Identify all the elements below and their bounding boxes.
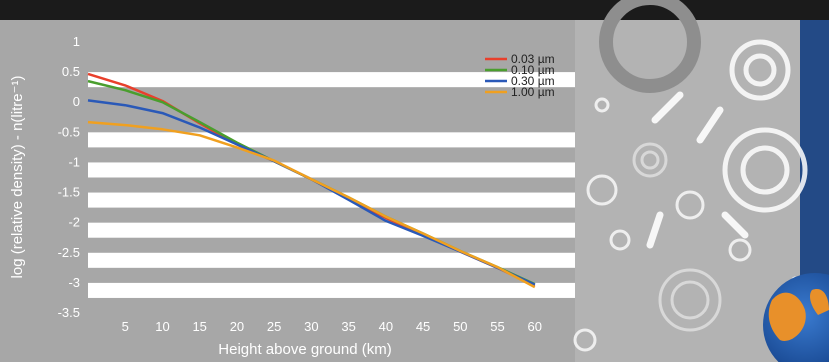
x-tick-label: 50 [453, 319, 467, 334]
y-tick-label: -3.5 [58, 305, 80, 320]
series-line [87, 120, 536, 289]
y-axis-label: log (relative density) - n(litre⁻¹) [9, 76, 26, 279]
x-tick-label: 40 [379, 319, 393, 334]
x-tick-label: 20 [230, 319, 244, 334]
x-tick-label: 5 [122, 319, 129, 334]
x-tick-label: 55 [490, 319, 504, 334]
legend-label: 0.30 µm [511, 74, 555, 88]
x-tick-label: 15 [192, 319, 206, 334]
x-tick-label: 60 [528, 319, 542, 334]
x-tick-label: 35 [341, 319, 355, 334]
grid-band [88, 252, 575, 268]
gear-icon [722, 39, 808, 213]
legend: 0.03 µm0.10 µm0.30 µm1.00 µm [485, 52, 555, 99]
y-tick-label: 1 [73, 34, 80, 49]
grid-band [88, 132, 575, 148]
x-tick-label: 30 [304, 319, 318, 334]
y-tick-label: -2 [68, 215, 80, 230]
y-tick-label: -1 [68, 154, 80, 169]
legend-label: 1.00 µm [511, 85, 555, 99]
legend-label: 0.03 µm [511, 52, 555, 66]
x-tick-label: 25 [267, 319, 281, 334]
x-tick-label: 45 [416, 319, 430, 334]
y-axis-ticks: 1 0.5 0 -0.5 -1 -1.5 -2 -2.5 -3 -3.5 [58, 34, 80, 320]
y-tick-label: -1.5 [58, 185, 80, 200]
grid-band [88, 72, 575, 88]
y-tick-label: -2.5 [58, 245, 80, 260]
y-tick-label: 0 [73, 94, 80, 109]
grid-band [88, 162, 575, 178]
gear-icon [573, 97, 752, 352]
x-axis-ticks: 5 10 15 20 25 30 35 40 45 50 55 60 [122, 319, 542, 334]
y-tick-label: 0.5 [62, 64, 80, 79]
grid-bands [88, 72, 575, 298]
globe-icon [763, 273, 829, 362]
y-tick-label: -3 [68, 275, 80, 290]
x-tick-label: 10 [155, 319, 169, 334]
x-axis-label: Height above ground (km) [218, 341, 391, 358]
grid-band [88, 192, 575, 208]
gear-icon [599, 0, 701, 93]
decorative-panel [573, 0, 829, 362]
sun-icon [632, 142, 722, 332]
legend-label: 0.10 µm [511, 63, 555, 77]
series-lines [87, 72, 536, 289]
y-tick-label: -0.5 [58, 124, 80, 139]
grid-band [88, 222, 575, 238]
top-strip [0, 0, 829, 20]
grid-band [88, 282, 575, 298]
